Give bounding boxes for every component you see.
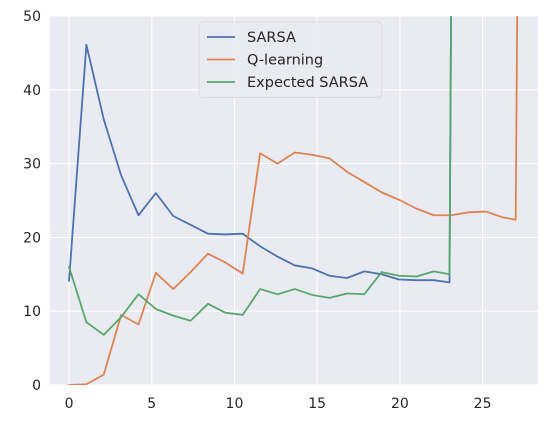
legend: SARSA Q-learning Expected SARSA xyxy=(199,22,382,98)
x-tick-label: 10 xyxy=(226,396,244,412)
x-tick-label: 0 xyxy=(65,396,74,412)
x-tick-label: 5 xyxy=(147,396,156,412)
y-tick-label: 50 xyxy=(23,9,41,25)
legend-label: Expected SARSA xyxy=(247,75,368,91)
y-tick-label: 10 xyxy=(23,304,41,320)
x-tick-label: 20 xyxy=(391,396,409,412)
y-tick-label: 20 xyxy=(23,230,41,246)
legend-label: SARSA xyxy=(247,30,296,46)
y-tick-label: 0 xyxy=(32,378,41,394)
y-tick-label: 30 xyxy=(23,157,41,173)
legend-label: Q-learning xyxy=(247,53,323,69)
x-tick-label: 25 xyxy=(474,396,492,412)
y-tick-label: 40 xyxy=(23,83,41,99)
x-tick-label: 15 xyxy=(308,396,326,412)
